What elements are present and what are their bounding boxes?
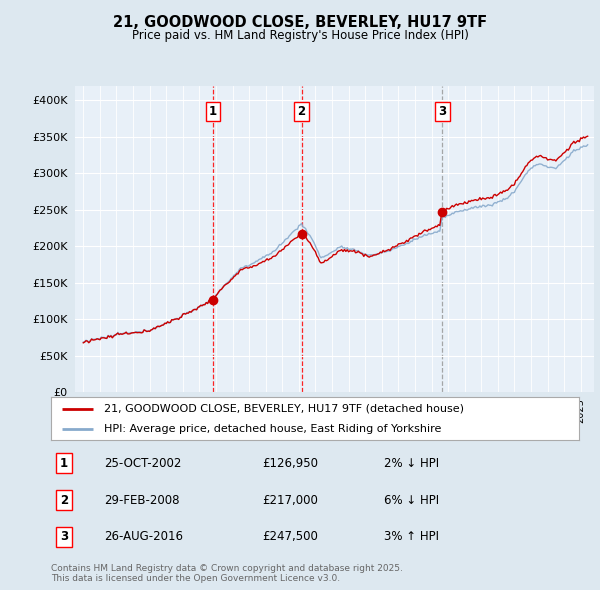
- Text: 2: 2: [298, 105, 305, 118]
- Text: £126,950: £126,950: [262, 457, 318, 470]
- Text: 2% ↓ HPI: 2% ↓ HPI: [383, 457, 439, 470]
- Text: 6% ↓ HPI: 6% ↓ HPI: [383, 493, 439, 507]
- Text: 21, GOODWOOD CLOSE, BEVERLEY, HU17 9TF: 21, GOODWOOD CLOSE, BEVERLEY, HU17 9TF: [113, 15, 487, 30]
- Text: 1: 1: [60, 457, 68, 470]
- Text: 26-AUG-2016: 26-AUG-2016: [104, 530, 183, 543]
- Text: 3: 3: [60, 530, 68, 543]
- Text: Price paid vs. HM Land Registry's House Price Index (HPI): Price paid vs. HM Land Registry's House …: [131, 30, 469, 42]
- Text: 3% ↑ HPI: 3% ↑ HPI: [383, 530, 439, 543]
- Text: Contains HM Land Registry data © Crown copyright and database right 2025.
This d: Contains HM Land Registry data © Crown c…: [51, 563, 403, 583]
- Text: 21, GOODWOOD CLOSE, BEVERLEY, HU17 9TF (detached house): 21, GOODWOOD CLOSE, BEVERLEY, HU17 9TF (…: [104, 404, 464, 414]
- Text: 25-OCT-2002: 25-OCT-2002: [104, 457, 181, 470]
- Text: HPI: Average price, detached house, East Riding of Yorkshire: HPI: Average price, detached house, East…: [104, 424, 441, 434]
- Text: £247,500: £247,500: [262, 530, 318, 543]
- Text: 2: 2: [60, 493, 68, 507]
- Text: £217,000: £217,000: [262, 493, 318, 507]
- Text: 1: 1: [209, 105, 217, 118]
- Text: 3: 3: [438, 105, 446, 118]
- Text: 29-FEB-2008: 29-FEB-2008: [104, 493, 179, 507]
